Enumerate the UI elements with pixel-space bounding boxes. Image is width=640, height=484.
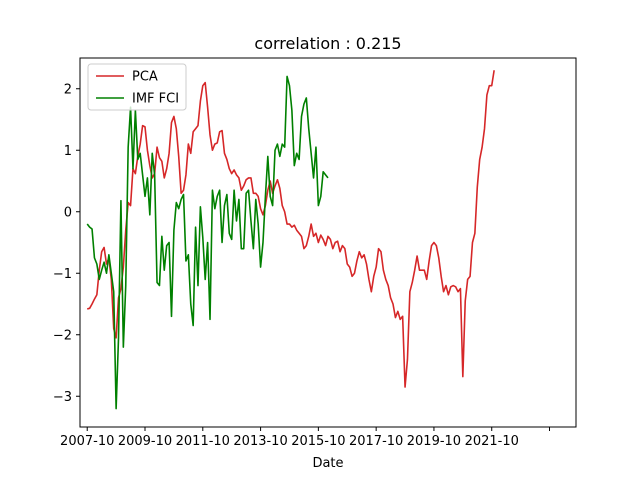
x-axis-label: Date — [312, 456, 343, 471]
legend-label: IMF FCI — [132, 92, 179, 107]
y-tick-label: −1 — [53, 267, 72, 282]
x-tick-label: 2019-10 — [407, 434, 461, 449]
x-tick-label: 2015-10 — [291, 434, 345, 449]
y-tick-label: −3 — [53, 390, 72, 405]
legend-label: PCA — [132, 70, 158, 85]
x-tick-label: 2007-10 — [60, 434, 114, 449]
series-line-imf-fci — [86, 75, 329, 410]
y-tick-label: 0 — [64, 205, 72, 220]
chart-title: correlation : 0.215 — [254, 34, 401, 53]
legend: PCA IMF FCI — [87, 63, 187, 111]
x-tick-label: 2017-10 — [349, 434, 403, 449]
x-tick-label: 2009-10 — [118, 434, 172, 449]
axes-layer: −3 −2 −1 0 1 2 2007-10 2009-10 2011-10 2013-10 201… — [53, 82, 551, 449]
y-tick-label: 2 — [64, 82, 72, 97]
y-tick-label: −2 — [53, 328, 72, 343]
plot-frame — [79, 57, 577, 428]
x-tick-label: 2013-10 — [233, 434, 287, 449]
y-tick-label: 1 — [64, 144, 72, 159]
x-tick-label: 2021-10 — [465, 434, 519, 449]
series-line-pca — [87, 70, 495, 388]
series-layer — [86, 70, 495, 410]
x-tick-label: 2011-10 — [176, 434, 230, 449]
